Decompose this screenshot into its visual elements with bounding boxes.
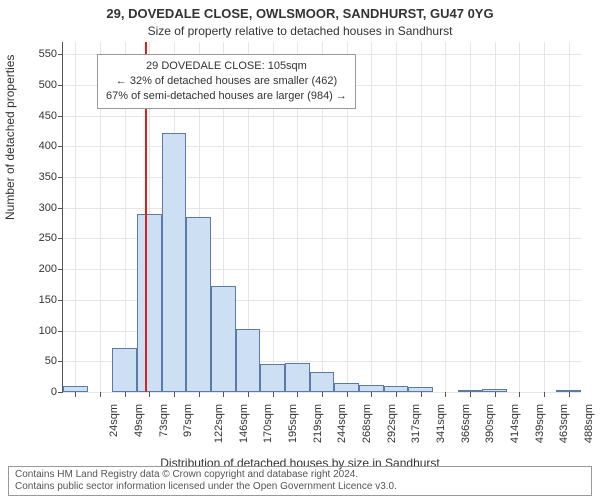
gridline-v — [371, 42, 372, 392]
x-tick-label: 146sqm — [234, 404, 250, 443]
x-tick-mark — [100, 392, 101, 397]
x-tick-mark — [544, 392, 545, 397]
y-tick-label: 400 — [39, 140, 63, 152]
x-tick-label: 390sqm — [480, 404, 496, 443]
y-tick-label: 0 — [51, 386, 63, 398]
gridline-v — [470, 42, 471, 392]
gridline-v — [75, 42, 76, 392]
y-tick-label: 350 — [39, 171, 63, 183]
x-tick-mark — [248, 392, 249, 397]
x-tick-label: 219sqm — [308, 404, 324, 443]
y-tick-label: 500 — [39, 79, 63, 91]
x-tick-mark — [495, 392, 496, 397]
histogram-bar — [310, 372, 335, 392]
x-tick-label: 122sqm — [209, 404, 225, 443]
x-tick-label: 292sqm — [382, 404, 398, 443]
x-tick-mark — [569, 392, 570, 397]
y-tick-label: 250 — [39, 232, 63, 244]
footer-line-1: Contains HM Land Registry data © Crown c… — [15, 469, 585, 481]
x-tick-label: 195sqm — [283, 404, 299, 443]
x-tick-mark — [519, 392, 520, 397]
x-tick-mark — [371, 392, 372, 397]
chart-title: 29, DOVEDALE CLOSE, OWLSMOOR, SANDHURST,… — [0, 6, 600, 21]
x-tick-label: 439sqm — [530, 404, 546, 443]
gridline-v — [519, 42, 520, 392]
x-tick-mark — [470, 392, 471, 397]
annotation-line-3: 67% of semi-detached houses are larger (… — [106, 89, 347, 104]
x-tick-mark — [75, 392, 76, 397]
y-tick-label: 150 — [39, 294, 63, 306]
annotation-box: 29 DOVEDALE CLOSE: 105sqm ← 32% of detac… — [97, 54, 356, 109]
chart-container: { "title_main": "29, DOVEDALE CLOSE, OWL… — [0, 0, 600, 500]
gridline-v — [544, 42, 545, 392]
x-tick-label: 170sqm — [258, 404, 274, 443]
histogram-bar — [162, 133, 187, 392]
annotation-line-1: 29 DOVEDALE CLOSE: 105sqm — [106, 59, 347, 74]
histogram-bar — [186, 217, 211, 392]
x-tick-label: 73sqm — [154, 404, 170, 437]
footer-line-2: Contains public sector information licen… — [15, 481, 585, 493]
x-tick-mark — [199, 392, 200, 397]
x-tick-mark — [297, 392, 298, 397]
x-tick-mark — [273, 392, 274, 397]
x-tick-mark — [223, 392, 224, 397]
x-tick-mark — [322, 392, 323, 397]
x-tick-mark — [445, 392, 446, 397]
gridline-v — [445, 42, 446, 392]
y-tick-label: 550 — [39, 48, 63, 60]
x-tick-label: 341sqm — [431, 404, 447, 443]
x-tick-label: 244sqm — [332, 404, 348, 443]
y-tick-label: 450 — [39, 110, 63, 122]
x-tick-label: 317sqm — [406, 404, 422, 443]
gridline-v — [569, 42, 570, 392]
x-tick-label: 97sqm — [178, 404, 194, 437]
y-tick-label: 50 — [45, 355, 63, 367]
histogram-bar — [211, 286, 236, 392]
footer-attribution: Contains HM Land Registry data © Crown c… — [8, 466, 592, 496]
x-tick-label: 463sqm — [554, 404, 570, 443]
x-tick-mark — [125, 392, 126, 397]
histogram-bar — [285, 363, 310, 392]
histogram-bar — [137, 214, 162, 392]
x-tick-mark — [149, 392, 150, 397]
y-axis-label: Number of detached properties — [3, 55, 17, 220]
x-tick-label: 488sqm — [579, 404, 595, 443]
x-tick-mark — [421, 392, 422, 397]
gridline-v — [396, 42, 397, 392]
histogram-bar — [236, 329, 261, 392]
y-tick-label: 300 — [39, 202, 63, 214]
gridline-v — [421, 42, 422, 392]
y-tick-label: 200 — [39, 263, 63, 275]
x-tick-label: 49sqm — [129, 404, 145, 437]
histogram-bar — [260, 364, 285, 392]
chart-subtitle: Size of property relative to detached ho… — [0, 24, 600, 38]
histogram-bar — [334, 383, 359, 392]
x-tick-mark — [347, 392, 348, 397]
histogram-bar — [359, 385, 384, 392]
annotation-line-2: ← 32% of detached houses are smaller (46… — [106, 74, 347, 89]
histogram-bar — [112, 348, 137, 392]
x-tick-mark — [174, 392, 175, 397]
gridline-v — [495, 42, 496, 392]
x-tick-label: 24sqm — [104, 404, 120, 437]
x-tick-mark — [396, 392, 397, 397]
y-tick-label: 100 — [39, 325, 63, 337]
x-tick-label: 268sqm — [357, 404, 373, 443]
x-tick-label: 366sqm — [456, 404, 472, 443]
x-tick-label: 414sqm — [505, 404, 521, 443]
